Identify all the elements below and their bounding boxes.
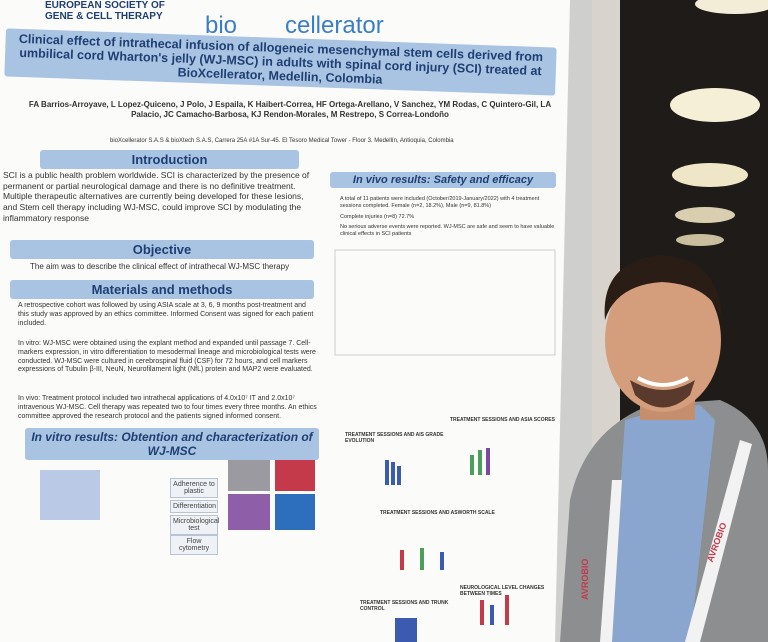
chart-title: TREATMENT SESSIONS AND ASWORTH SCALE bbox=[380, 510, 495, 516]
diagram-box: Flow cytometry bbox=[170, 535, 218, 555]
section-text: SCI is a public health problem worldwide… bbox=[3, 170, 310, 223]
lanyard-text: AVROBIO bbox=[580, 558, 590, 600]
chart-title: TREATMENT SESSIONS AND AIS GRADE EVOLUTI… bbox=[345, 432, 444, 445]
section-text: The aim was to describe the clinical eff… bbox=[30, 262, 290, 271]
bullet: No serious adverse events were reported.… bbox=[340, 224, 555, 237]
bullet: A total of 11 patients were included (Oc… bbox=[340, 196, 540, 209]
diagram-box: Microbiological test bbox=[170, 515, 219, 535]
section-heading: Materials and methods bbox=[10, 280, 314, 299]
diagram-box: Differentiation bbox=[170, 500, 218, 513]
chart-title: NEUROLOGICAL LEVEL CHANGES BETWEEN TIMES bbox=[460, 585, 545, 598]
section-heading: In vitro results: Obtention and characte… bbox=[25, 428, 319, 460]
authors: FA Barrios-Arroyave, L Lopez-Quiceno, J … bbox=[28, 100, 552, 119]
chart-title: TREATMENT SESSIONS AND TRUNK CONTROL bbox=[360, 600, 449, 613]
section-heading: Objective bbox=[10, 240, 314, 259]
chart-title: TREATMENT SESSIONS AND ASIA SCORES bbox=[450, 417, 555, 423]
section-heading: Introduction bbox=[40, 150, 299, 169]
society-name: EUROPEAN SOCIETY OF GENE & CELL THERAPY bbox=[45, 0, 165, 22]
affiliation: bioXcellerator S.A.S & bioXtech S.A.S, C… bbox=[110, 138, 454, 144]
section-heading: In vivo results: Safety and efficacy bbox=[330, 172, 556, 188]
section-text: A retrospective cohort was followed by u… bbox=[18, 302, 314, 327]
diagram-box: Adherence to plastic bbox=[170, 478, 218, 498]
logo-text: cellerator bbox=[285, 12, 384, 39]
section-text: In vivo: Treatment protocol included two… bbox=[18, 395, 317, 420]
bullet: Complete injuries (n=8) 72.7% bbox=[340, 214, 415, 220]
section-text: In vitro: WJ-MSC were obtained using the… bbox=[18, 340, 316, 374]
logo-text: bio bbox=[205, 12, 238, 39]
